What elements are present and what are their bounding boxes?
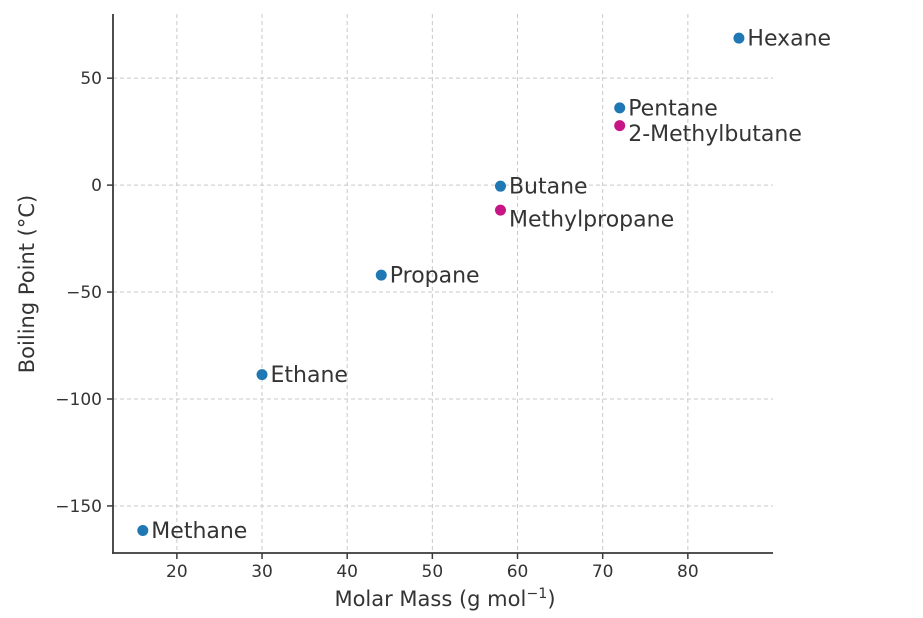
x-tick-label: 30	[251, 562, 273, 582]
point-label-2-methylbutane: 2-Methylbutane	[628, 122, 802, 147]
x-axis-title-superscript: −1	[526, 586, 548, 602]
x-tick-label: 40	[336, 562, 358, 582]
data-point-hexane	[733, 32, 745, 44]
x-tick-label: 20	[166, 562, 188, 582]
x-axis-title-close: )	[547, 587, 556, 611]
x-axis-title-main: Molar Mass (g mol	[334, 587, 527, 611]
x-axis-title: Molar Mass (g mol−1)	[334, 587, 555, 611]
y-tick-label: −150	[55, 497, 102, 517]
data-point-2-methylbutane	[614, 120, 626, 132]
data-point-butane	[494, 180, 506, 192]
point-label-ethane: Ethane	[271, 363, 348, 388]
y-tick-label: 0	[91, 176, 102, 196]
point-label-butane: Butane	[509, 175, 588, 200]
x-tick-label: 70	[592, 562, 614, 582]
x-tick-label: 60	[507, 562, 529, 582]
data-point-propane	[375, 269, 387, 281]
point-label-propane: Propane	[390, 264, 480, 289]
point-label-hexane: Hexane	[747, 27, 831, 52]
y-tick-label: −50	[66, 283, 102, 303]
data-point-methylpropane	[494, 204, 506, 216]
point-label-methane: Methane	[151, 519, 247, 544]
data-point-pentane	[614, 102, 626, 114]
point-label-methylpropane: Methylpropane	[509, 208, 674, 233]
data-point-ethane	[256, 369, 268, 381]
y-axis-title: Boiling Point (°C)	[15, 194, 39, 374]
data-point-methane	[137, 525, 149, 537]
point-label-pentane: Pentane	[628, 96, 718, 121]
y-tick-label: 50	[80, 69, 102, 89]
x-tick-label: 80	[677, 562, 699, 582]
x-tick-label: 50	[422, 562, 444, 582]
y-tick-label: −100	[55, 390, 102, 410]
